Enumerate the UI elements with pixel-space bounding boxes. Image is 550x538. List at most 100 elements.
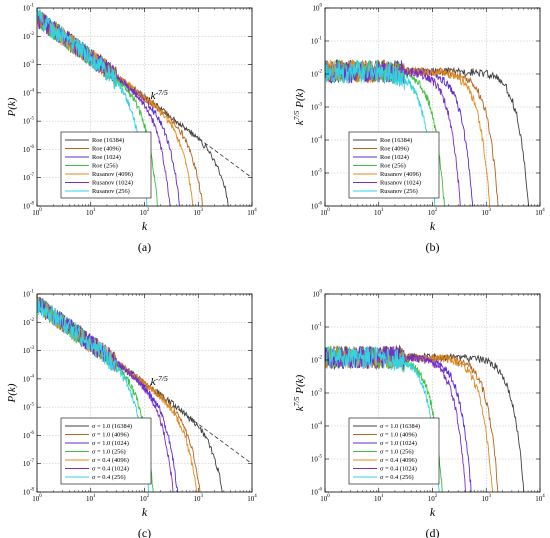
legend-entry: Rusanov (256) — [92, 188, 130, 195]
x-tick-label: 102 — [428, 208, 438, 217]
y-tick-label: 10-4 — [23, 88, 35, 97]
x-tick-label: 102 — [140, 494, 150, 503]
legend-entry: σ = 1.0 (1024) — [92, 440, 129, 447]
y-tick-label: 10-8 — [23, 202, 35, 211]
series-group — [325, 344, 525, 492]
legend-entry: Rusanov (4096) — [92, 171, 133, 178]
y-tick-label: 10-3 — [311, 103, 323, 112]
series-line-7 — [325, 59, 436, 206]
x-tick-label: 104 — [247, 494, 257, 503]
panel-label: (b) — [426, 240, 440, 254]
y-tick-label: 10-5 — [23, 117, 35, 126]
y-tick-label: 10-6 — [311, 202, 323, 211]
legend-entry: Rusanov (1024) — [92, 180, 133, 187]
y-tick-label: 10-2 — [311, 70, 323, 79]
y-tick-label: 10-8 — [23, 488, 35, 497]
x-tick-label: 104 — [535, 208, 545, 217]
legend-entry: σ = 1.0 (256) — [380, 449, 414, 456]
y-tick-label: 10-6 — [23, 145, 35, 154]
x-axis-label: k — [142, 219, 148, 233]
y-tick-label: 10-4 — [23, 374, 35, 383]
legend: Roe (16384) Roe (4096)Roe (1024) Roe (256)… — [348, 131, 440, 199]
y-tick-label: 100 — [313, 4, 323, 13]
legend-entry: σ = 1.0 (16384) — [92, 423, 132, 430]
chart-panel-d: 100 101 102 103 104 10-6 10-5 10-4 10-3 10-2 10-1 1… — [292, 290, 545, 538]
legend-entry: σ = 1.0 (16384) — [380, 423, 420, 430]
x-tick-label: 103 — [194, 494, 204, 503]
legend-entry: σ = 0.4 (1024) — [380, 466, 417, 473]
x-tick-label: 102 — [140, 208, 150, 217]
x-tick-label: 102 — [428, 494, 438, 503]
x-tick-label: 101 — [86, 208, 96, 217]
x-tick-label: 104 — [247, 208, 257, 217]
y-axis-label: P(k) — [6, 97, 18, 117]
legend-entry: Rusanov (256) — [380, 188, 418, 195]
panel-label: (d) — [426, 526, 440, 538]
y-tick-label: 10-1 — [23, 290, 35, 299]
legend-entry: Roe (4096) — [380, 146, 409, 153]
y-tick-label: 10-3 — [311, 389, 323, 398]
legend-entry: σ = 0.4 (256) — [92, 474, 126, 481]
y-tick-label: 10-2 — [23, 318, 35, 327]
x-tick-label: 100 — [320, 494, 330, 503]
legend: σ = 1.0 (16384) σ = 1.0 (4096)σ = 1.0 (10… — [348, 417, 440, 485]
y-tick-label: 10-4 — [311, 422, 323, 431]
legend-entry: σ = 0.4 (4096) — [380, 457, 417, 464]
x-axis-label: k — [142, 505, 148, 519]
y-tick-label: 10-7 — [23, 459, 35, 468]
series-group — [37, 294, 223, 492]
y-tick-label: 10-4 — [311, 136, 323, 145]
ticks — [324, 7, 541, 207]
y-tick-label: 10-2 — [23, 32, 35, 41]
ticks — [36, 293, 253, 493]
x-axis-label: k — [430, 505, 436, 519]
legend-entry: Rusanov (4096) — [380, 171, 421, 178]
x-tick-label: 100 — [320, 208, 330, 217]
legend-entry: σ = 1.0 (4096) — [92, 432, 129, 439]
y-tick-label: 10-1 — [23, 4, 35, 13]
y-tick-label: 10-1 — [311, 37, 323, 46]
legend: Roe (16384) Roe (4096)Roe (1024) Roe (256)… — [60, 131, 152, 199]
y-tick-label: 10-5 — [311, 455, 323, 464]
ticks — [36, 7, 253, 207]
x-axis-label: k — [430, 219, 436, 233]
series-line-7 — [325, 345, 440, 492]
series-line-7 — [37, 9, 148, 206]
legend-entry: σ = 1.0 (1024) — [380, 440, 417, 447]
legend-entry: Roe (1024) — [380, 154, 409, 161]
chart-panel-b: 100 101 102 103 104 10-6 10-5 10-4 10-3 10-2 10-1 1… — [292, 4, 545, 255]
x-tick-label: 103 — [482, 494, 492, 503]
x-tick-label: 103 — [194, 208, 204, 217]
y-tick-label: 10-3 — [23, 346, 35, 355]
legend-entry: σ = 1.0 (4096) — [380, 432, 417, 439]
legend-entry: σ = 0.4 (4096) — [92, 457, 129, 464]
y-axis-label: k7/5 P(k) — [292, 374, 306, 411]
y-tick-label: 10-3 — [23, 60, 35, 69]
ticks — [324, 293, 541, 493]
panel-label: (a) — [138, 240, 151, 254]
x-tick-label: 100 — [32, 494, 42, 503]
chart-panel-a: k-7/5 100 101 102 103 104 10-8 10-7 10-6 10-5 10-4… — [6, 4, 257, 255]
x-tick-label: 100 — [32, 208, 42, 217]
legend-entry: Roe (16384) — [92, 137, 124, 144]
x-tick-label: 101 — [86, 494, 96, 503]
y-axis-label: P(k) — [6, 383, 18, 403]
legend-entry: Rusanov (1024) — [380, 180, 421, 187]
legend-entry: Roe (4096) — [92, 146, 121, 153]
legend-entry: σ = 1.0 (256) — [92, 449, 126, 456]
y-tick-label: 10-6 — [23, 431, 35, 440]
y-tick-label: 100 — [313, 290, 323, 299]
chart-panel-c: k-7/5 100 101 102 103 104 10-8 10-7 10-6 10-5 10-4… — [6, 290, 257, 538]
panel-label: (c) — [138, 526, 151, 538]
x-tick-label: 103 — [482, 208, 492, 217]
reference-line-label: k-7/5 — [151, 374, 168, 388]
x-tick-label: 101 — [374, 208, 384, 217]
reference-line-label: k-7/5 — [151, 88, 168, 102]
series-line-6 — [37, 13, 171, 206]
legend-entry: Roe (256) — [92, 163, 118, 170]
series-line-7 — [37, 297, 150, 492]
y-tick-label: 10-5 — [23, 403, 35, 412]
y-tick-label: 10-7 — [23, 173, 35, 182]
y-axis-label: k7/5 P(k) — [292, 88, 306, 125]
legend-entry: Roe (1024) — [92, 154, 121, 161]
